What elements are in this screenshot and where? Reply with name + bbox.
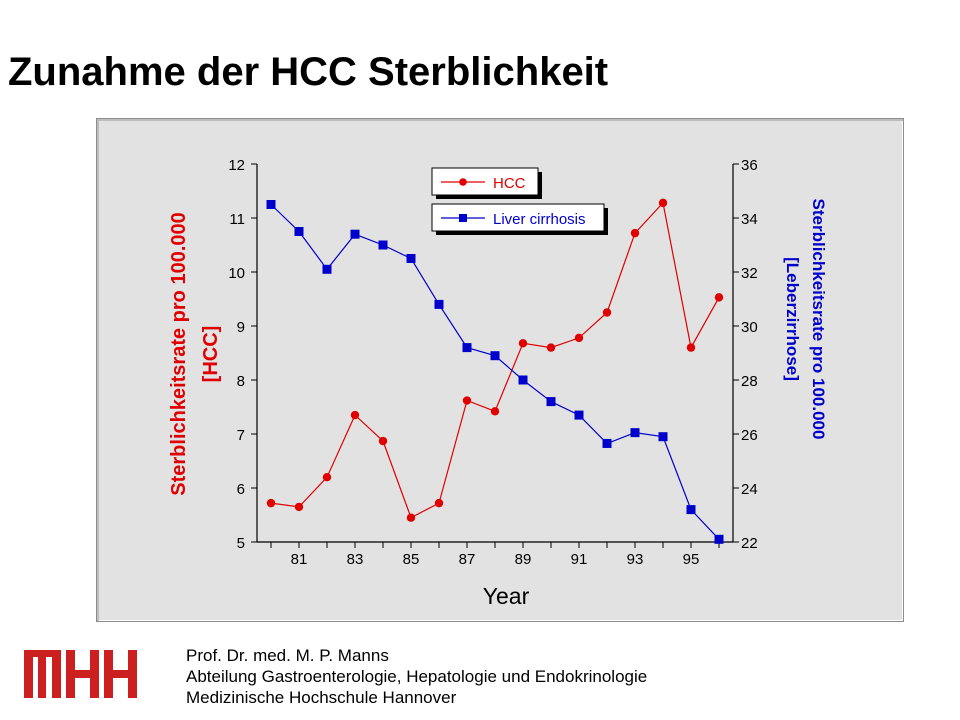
data-point-cirrhosis [434,299,444,309]
data-point-hcc [434,498,444,508]
right-tick-label: 30 [741,319,758,336]
right-tick-label: 26 [741,427,758,444]
data-point-cirrhosis [322,264,332,274]
x-tick-label: 93 [627,551,644,568]
right-tick-label: 22 [741,535,758,552]
x-axis-title: Year [483,583,530,609]
data-point-hcc [602,308,612,317]
data-point-hcc [630,228,640,238]
x-tick-label: 91 [571,551,588,568]
legend-marker-hcc [459,178,467,186]
data-point-hcc [462,396,472,405]
left-tick-label: 5 [237,535,245,552]
data-point-hcc [658,198,668,208]
series-line-hcc [270,201,720,519]
footer-author: Prof. Dr. med. M. P. Manns [186,646,389,665]
right-tick-label: 36 [741,157,758,174]
data-point-cirrhosis [378,240,388,250]
x-tick-label: 87 [459,551,476,568]
right-tick-label: 28 [741,373,758,390]
data-point-hcc [322,473,332,482]
data-point-cirrhosis [294,227,304,236]
left-axis-title-line2: [HCC] [200,326,222,383]
data-point-cirrhosis [406,254,416,263]
x-axis-ticks: 81 83 85 87 89 91 93 95 [270,542,720,568]
footer-institution: Medizinische Hochschule Hannover [186,688,457,707]
x-tick-label: 95 [683,551,700,568]
left-axis-title-line1: Sterblichkeitsrate pro 100.000 [168,212,190,495]
x-tick-label: 85 [403,551,420,568]
left-tick-label: 10 [228,265,245,282]
series-line-cirrhosis [270,204,720,540]
right-axis-title-line1: Sterblichkeitsrate pro 100.000 [809,199,828,440]
legend-label-hcc: HCC [493,175,526,192]
data-point-cirrhosis [574,410,584,420]
data-point-cirrhosis [266,200,276,209]
x-tick-label: 81 [291,551,308,568]
data-point-cirrhosis [714,534,724,544]
data-point-hcc [714,293,724,302]
x-tick-label: 89 [515,551,532,568]
data-point-cirrhosis [658,432,668,442]
legend-label-cirrhosis: Liver cirrhosis [493,211,586,228]
left-tick-label: 11 [229,211,245,228]
data-point-cirrhosis [490,351,500,361]
footer-department: Abteilung Gastroenterologie, Hepatologie… [186,667,648,686]
data-point-cirrhosis [462,343,472,353]
chart-panel: 5 6 7 8 9 10 11 12 22 24 26 28 30 32 34 36 81 83 85 87 89 9… [96,118,904,622]
left-axis-title: Sterblichkeitsrate pro 100.000 [HCC] [168,212,222,495]
legend-item-cirrhosis: Liver cirrhosis [431,203,608,235]
data-point-hcc [406,513,416,522]
data-point-cirrhosis [546,397,556,407]
left-tick-label: 7 [237,427,245,444]
right-tick-label: 32 [741,265,758,282]
slide-title: Zunahme der HCC Sterblichkeit [8,50,609,94]
data-point-hcc [378,436,388,446]
data-point-hcc [266,498,276,508]
legend-marker-cirrhosis [459,214,467,222]
data-point-hcc [350,410,360,420]
data-point-hcc [546,343,556,352]
right-axis-title-line2: [Leberzirrhose] [783,257,802,381]
data-point-cirrhosis [630,428,640,438]
legend-item-hcc: HCC [431,167,542,199]
data-point-hcc [294,502,304,512]
data-point-hcc [518,339,528,348]
left-tick-label: 12 [228,157,245,174]
series-layer [266,198,724,544]
data-point-cirrhosis [686,505,696,515]
mhh-logo [24,648,142,705]
left-axis-ticks: 5 6 7 8 9 10 11 12 [228,157,257,552]
legend: HCC Liver cirrhosis [431,167,608,235]
right-tick-label: 34 [741,211,758,228]
right-axis-ticks: 22 24 26 28 30 32 34 36 [733,157,758,552]
right-axis-title: Sterblichkeitsrate pro 100.000 [Leberzir… [783,199,828,440]
data-point-hcc [490,407,500,416]
data-point-hcc [686,343,696,352]
data-point-hcc [574,333,584,343]
left-tick-label: 8 [237,373,245,390]
data-point-cirrhosis [602,438,612,448]
data-point-cirrhosis [350,229,360,239]
right-tick-label: 24 [741,481,758,498]
data-point-cirrhosis [518,375,528,385]
left-tick-label: 9 [237,319,245,336]
left-tick-label: 6 [237,481,245,498]
x-tick-label: 83 [347,551,364,568]
mhh-logo-mark [24,650,137,698]
footer-credits: Prof. Dr. med. M. P. Manns Abteilung Gas… [186,645,647,708]
